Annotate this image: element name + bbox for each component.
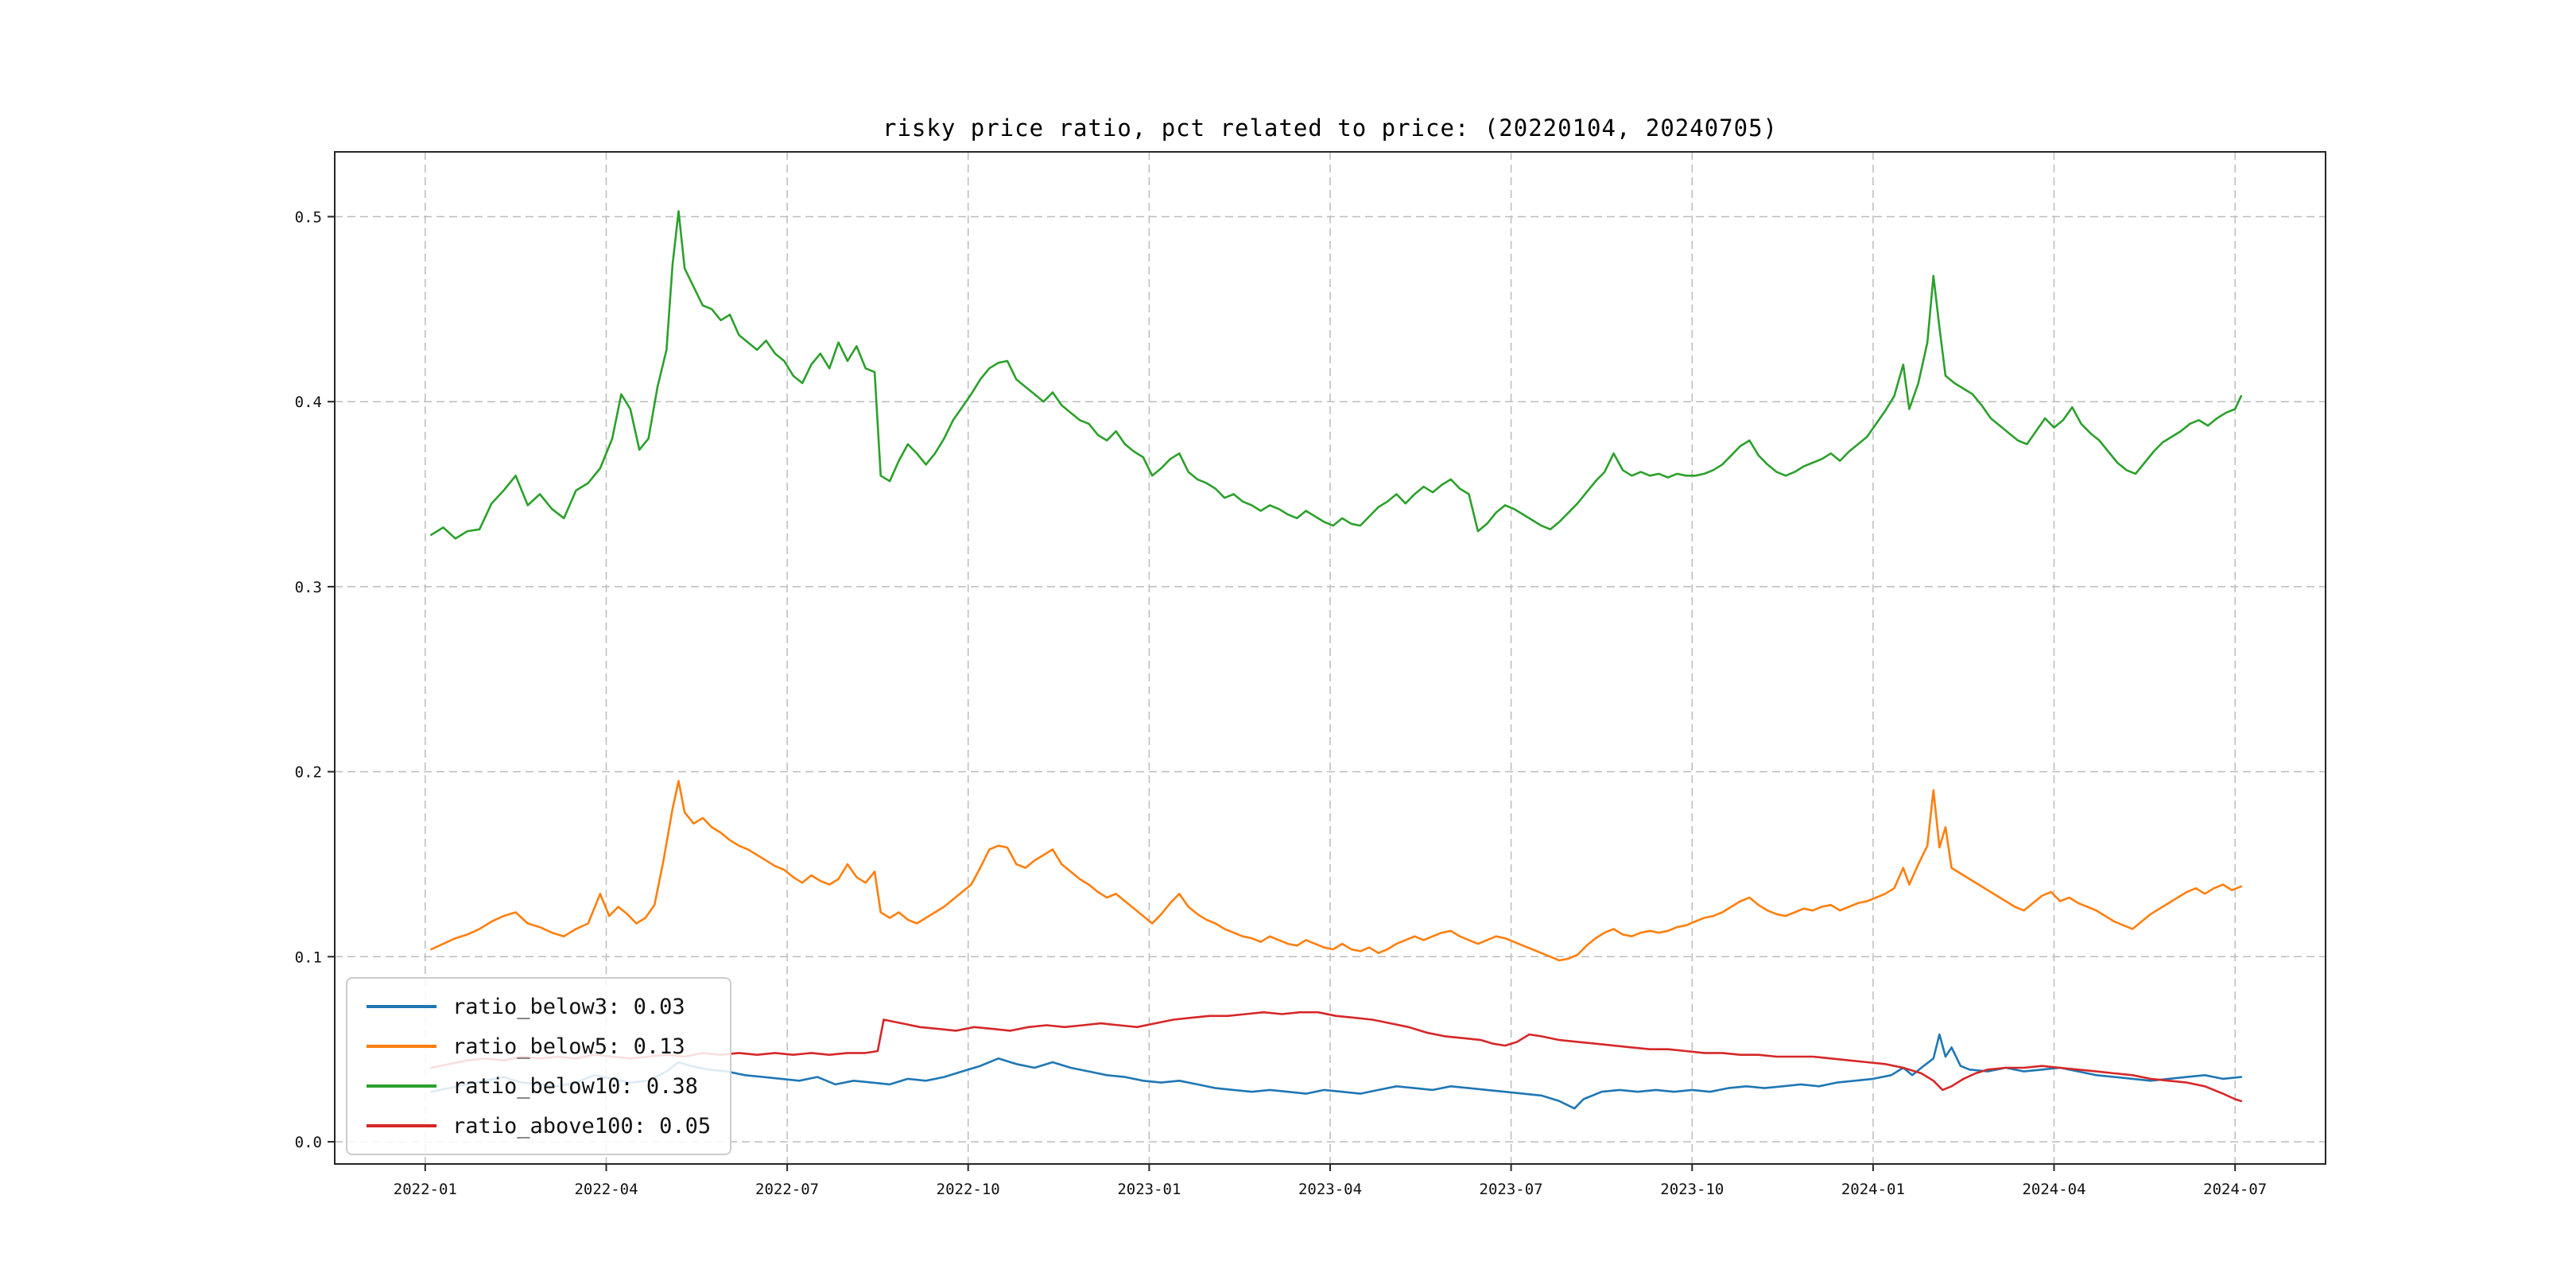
x-tick-label: 2024-01: [1841, 1181, 1905, 1198]
series-line-ratio_below5: [430, 779, 2243, 962]
y-tick-label: 0.0: [295, 1134, 322, 1151]
legend-line-sample-ratio-below10: [367, 1084, 436, 1088]
legend-label-ratio-below5: ratio_below5: 0.13: [452, 1034, 685, 1059]
legend-label-ratio-below10: ratio_below10: 0.38: [452, 1073, 698, 1099]
x-tick-label: 2023-07: [1480, 1181, 1543, 1198]
legend: ratio_below3: 0.03 ratio_below5: 0.13 ra…: [346, 977, 732, 1155]
legend-line-sample-ratio-below5: [367, 1045, 436, 1048]
x-tick-label: 2022-07: [755, 1181, 819, 1198]
legend-label-ratio-above100: ratio_above100: 0.05: [452, 1113, 712, 1139]
y-tick-label: 0.3: [295, 579, 322, 596]
legend-label-ratio-below3: ratio_below3: 0.03: [452, 994, 685, 1019]
y-tick-label: 0.4: [295, 394, 322, 411]
x-tick-label: 2024-07: [2203, 1181, 2267, 1198]
legend-item: ratio_below10: 0.38: [367, 1069, 711, 1103]
legend-line-sample-ratio-below3: [367, 1005, 436, 1008]
x-tick-label: 2023-01: [1117, 1181, 1181, 1198]
chart-title: risky price ratio, pct related to price:…: [882, 114, 1779, 142]
x-tick-label: 2022-01: [394, 1181, 457, 1198]
series-line-ratio_below3: [430, 1033, 2243, 1110]
legend-item: ratio_below3: 0.03: [367, 990, 711, 1023]
series-line-ratio_below10: [430, 210, 2243, 540]
x-tick-label: 2022-04: [574, 1181, 638, 1198]
series-line-ratio_above100: [430, 1011, 2243, 1103]
legend-item: ratio_below5: 0.13: [367, 1030, 711, 1063]
y-tick-label: 0.5: [295, 209, 322, 227]
x-tick-label: 2022-10: [937, 1181, 1000, 1198]
legend-item: ratio_above100: 0.05: [367, 1109, 711, 1143]
x-tick-label: 2024-04: [2022, 1181, 2085, 1198]
y-tick-label: 0.1: [295, 949, 322, 966]
x-tick-label: 2023-04: [1298, 1181, 1362, 1198]
legend-line-sample-ratio-above100: [367, 1124, 436, 1127]
x-tick-label: 2023-10: [1660, 1181, 1724, 1198]
y-tick-label: 0.2: [295, 764, 322, 782]
